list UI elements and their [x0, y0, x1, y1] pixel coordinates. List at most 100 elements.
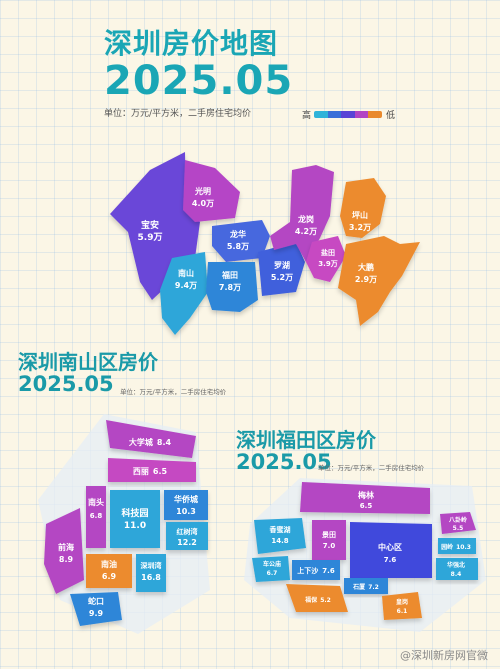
district-price: 2.9万 [355, 275, 377, 284]
district-name: 大鹏 [358, 262, 374, 272]
area-shekou[interactable]: 蛇口 9.9 [70, 592, 122, 626]
district-nanshan[interactable]: 南山 9.4万 [160, 252, 208, 335]
area-shixia[interactable]: 石厦 7.2 [344, 578, 388, 594]
area-name: 中心区 [378, 542, 402, 552]
area-price: 10.3 [176, 507, 196, 516]
legend-swatch [341, 111, 355, 118]
unit-note: 单位：万元/平方米，二手房住宅均价 [104, 109, 252, 119]
legend-swatch [354, 111, 369, 118]
svg-text:福保5.2: 福保 5.2 [304, 596, 331, 604]
district-price: 3.9万 [318, 260, 337, 268]
legend-swatch [327, 111, 342, 118]
area-name: 景田 [321, 530, 336, 539]
price-legend-bar [314, 111, 382, 118]
district-name: 龙华 [229, 229, 246, 239]
area-xili[interactable]: 西丽 6.5 [108, 458, 196, 482]
area-price: 9.9 [89, 609, 104, 618]
area-zhongxinqu[interactable]: 中心区 7.6 [350, 522, 432, 578]
district-price: 9.4万 [175, 281, 197, 290]
area-price: 7.6 [322, 567, 335, 575]
area-price: 12.2 [177, 538, 197, 547]
area-name: 梅林 [358, 490, 374, 500]
district-longhua[interactable]: 龙华 5.8万 [212, 220, 270, 262]
futian-date: 2025.05 [236, 450, 332, 474]
area-price: 8.9 [59, 555, 74, 564]
area-price: 8.4 [451, 571, 462, 578]
area-name: 华强北 [447, 561, 465, 569]
nanshan-detail-map: 大学城 8.4 西丽 6.5 南头 6.8 科技园 11.0 华侨城 10.3 红树… [38, 414, 210, 634]
area-price: 6.5 [360, 502, 373, 510]
area-name: 深圳湾 [141, 561, 162, 570]
area-huaqiaocheng[interactable]: 华侨城 10.3 [164, 490, 208, 520]
area-shenzhenwan[interactable]: 深圳湾 16.8 [136, 554, 166, 592]
area-huaqiangbei[interactable]: 华强北 8.4 [436, 558, 478, 580]
area-daxuecheng[interactable]: 大学城 8.4 [106, 420, 196, 458]
area-nanyou[interactable]: 南油 6.9 [86, 554, 132, 588]
area-price: 11.0 [124, 521, 146, 531]
area-meilin[interactable]: 梅林 6.5 [300, 482, 430, 514]
area-name: 蛇口 [88, 596, 104, 606]
area-price: 6.1 [397, 608, 408, 615]
area-huanggang[interactable]: 皇岗 6.1 [382, 592, 422, 620]
area-fubao[interactable]: 福保 5.2 [286, 584, 348, 612]
district-name: 龙岗 [297, 214, 314, 224]
area-name: 华侨城 [174, 494, 198, 504]
area-price: 5.2 [320, 597, 331, 604]
area-name: 香蜜湖 [269, 525, 291, 534]
area-shangxiasha[interactable]: 上下沙 7.6 [292, 560, 340, 580]
district-price: 4.2万 [295, 227, 317, 236]
area-name: 车公庙 [263, 560, 281, 568]
futian-unit: 单位：万元/平方米，二手房住宅均价 [318, 464, 425, 472]
district-price: 7.8万 [219, 283, 241, 292]
district-dapeng[interactable]: 大鹏 2.9万 [338, 236, 420, 326]
area-xiangmihu[interactable]: 香蜜湖 14.8 [254, 518, 306, 554]
legend-high-label: 高 [302, 111, 312, 121]
area-price: 7.2 [368, 584, 379, 591]
district-name: 南山 [178, 268, 194, 278]
area-kejiyuan[interactable]: 科技园 11.0 [110, 490, 160, 548]
svg-text:石厦7.2: 石厦 7.2 [352, 583, 379, 591]
watermark: @深圳新房网官微 [400, 649, 488, 662]
legend-swatch [314, 111, 328, 118]
area-name: 园岭 [441, 543, 453, 551]
area-nantou[interactable]: 南头 6.8 [86, 486, 106, 548]
area-price: 6.8 [90, 512, 103, 520]
district-guangming[interactable]: 光明 4.0万 [183, 160, 240, 222]
district-price: 3.2万 [349, 223, 371, 232]
area-yuanling[interactable]: 园岭 10.3 [438, 538, 476, 554]
area-hongshuwan[interactable]: 红树湾 12.2 [166, 522, 208, 550]
area-price: 7.6 [384, 556, 397, 564]
district-name: 光明 [194, 186, 211, 196]
district-longgang[interactable]: 龙岗 4.2万 [270, 165, 334, 262]
area-name: 皇岗 [396, 598, 408, 606]
area-price: 16.8 [141, 573, 161, 582]
nanshan-title: 深圳南山区房价 [18, 350, 158, 374]
district-futian[interactable]: 福田 7.8万 [206, 262, 258, 312]
district-name: 坪山 [352, 210, 368, 220]
area-name: 红树湾 [177, 527, 198, 536]
district-yantian[interactable]: 盐田 3.9万 [306, 236, 346, 282]
area-bagualing[interactable]: 八卦岭 5.5 [440, 512, 476, 534]
area-price: 6.9 [102, 572, 117, 581]
area-label: 西丽 6.5 [133, 467, 168, 476]
futian-detail-map: 梅林 6.5 八卦岭 5.5 香蜜湖 14.8 景田 7.0 中心区 7.6 园… [244, 478, 486, 632]
area-jingtian[interactable]: 景田 7.0 [312, 520, 346, 560]
area-name: 科技园 [121, 507, 148, 519]
map-title: 深圳房价地图 [104, 27, 279, 60]
area-price: 6.7 [267, 570, 278, 577]
district-name: 盐田 [321, 248, 335, 257]
district-luohu[interactable]: 罗湖 5.2万 [258, 242, 305, 296]
area-price: 14.8 [271, 537, 288, 545]
area-chegongmiao[interactable]: 车公庙 6.7 [252, 556, 290, 582]
district-price: 4.0万 [192, 199, 214, 208]
district-name: 福田 [221, 270, 238, 280]
area-name: 南头 [88, 497, 104, 507]
area-qianhai[interactable]: 前海 8.9 [44, 508, 84, 594]
futian-title: 深圳福田区房价 [236, 428, 376, 452]
district-pingshan[interactable]: 坪山 3.2万 [340, 178, 386, 238]
area-name: 南油 [101, 559, 117, 569]
nanshan-date: 2025.05 [18, 372, 114, 396]
